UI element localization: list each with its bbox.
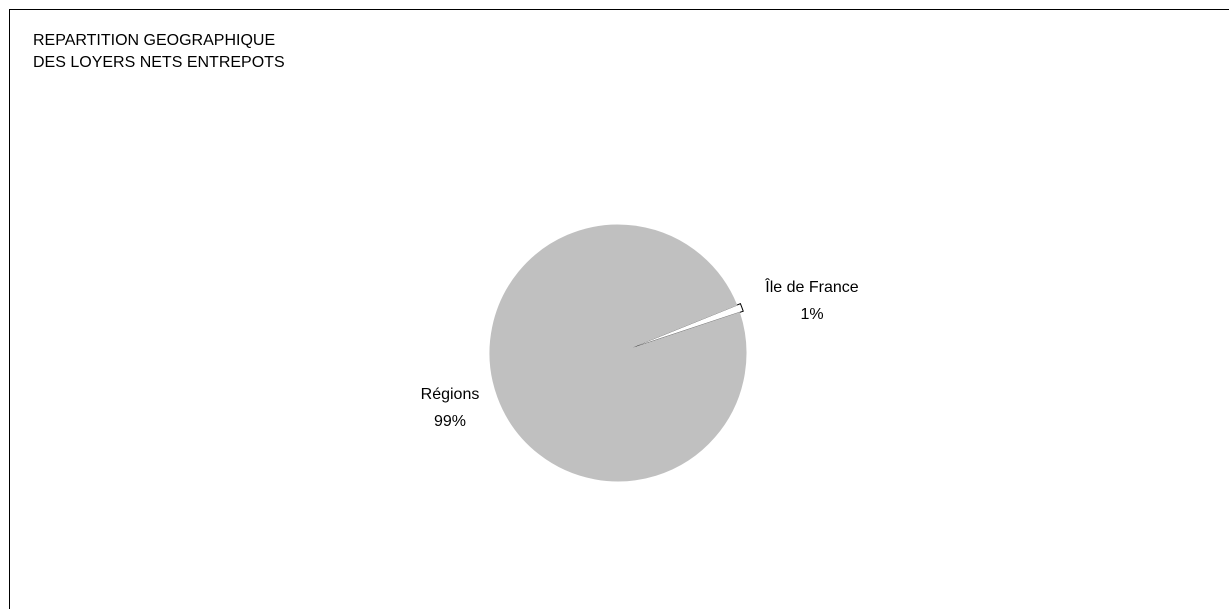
slice-label-ile-de-france: Île de France 1% (764, 277, 858, 323)
chart-title: REPARTITION GEOGRAPHIQUE DES LOYERS NETS… (33, 30, 285, 74)
slice-label-ile-de-france-name: Île de France (764, 277, 858, 296)
slice-label-regions: Régions 99% (421, 386, 480, 430)
chart-title-line-2: DES LOYERS NETS ENTREPOTS (33, 54, 285, 71)
pie-slice-regions (489, 224, 747, 482)
slice-label-regions-name: Régions (421, 386, 480, 403)
slice-label-regions-value: 99% (434, 413, 466, 430)
pie-chart: Île de France 1% Régions 99% (421, 224, 859, 482)
pie-slices (489, 224, 747, 482)
chart-frame (9, 9, 1229, 609)
slice-label-ile-de-france-value: 1% (800, 306, 823, 323)
chart-title-line-1: REPARTITION GEOGRAPHIQUE (33, 32, 276, 49)
